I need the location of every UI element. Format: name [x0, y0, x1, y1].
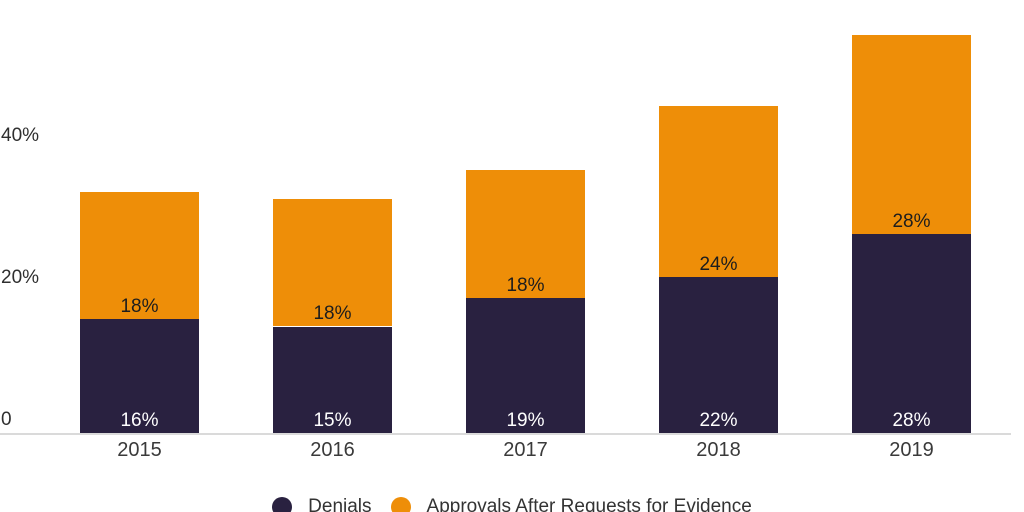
bar-segment-approvals-2015: 18%: [80, 191, 199, 320]
segment-value-label: 18%: [506, 275, 545, 297]
x-tick-label-2017: 2017: [503, 439, 548, 461]
segment-value-label: 18%: [313, 303, 352, 325]
segment-value-label: 24%: [699, 253, 738, 275]
legend-marker-approvals-circle: [390, 497, 411, 512]
y-tick-label: 0: [1, 409, 12, 430]
bar-segment-approvals-2016: 18%: [273, 198, 392, 327]
bar-segment-approvals-2018: 24%: [659, 106, 778, 277]
bar-segment-denials-2015: 16%: [80, 319, 199, 433]
chart-legend: Denials Approvals After Requests for Evi…: [0, 495, 1024, 512]
segment-value-label: 19%: [506, 409, 545, 431]
x-tick-label-2015: 2015: [117, 439, 162, 461]
y-tick-label: 40%: [1, 125, 40, 146]
segment-value-label: 28%: [892, 211, 931, 233]
bar-segment-approvals-2019: 28%: [852, 35, 971, 235]
segment-value-label: 28%: [892, 409, 931, 431]
bar-segment-denials-2018: 22%: [659, 276, 778, 433]
bar-segment-denials-2019: 28%: [852, 234, 971, 433]
bar-segment-denials-2017: 19%: [466, 298, 585, 433]
bar-segment-approvals-2017: 18%: [466, 170, 585, 299]
x-tick-label-2016: 2016: [310, 439, 355, 461]
legend-label-approvals: Approvals After Requests for Evidence: [426, 496, 752, 512]
x-tick-label-2019: 2019: [889, 439, 934, 461]
segment-value-label: 15%: [313, 410, 352, 431]
legend-item-denials: Denials: [272, 495, 372, 512]
legend-label-denials: Denials: [308, 496, 372, 512]
bar-segment-denials-2016: 15%: [273, 326, 392, 433]
legend-item-approvals: Approvals After Requests for Evidence: [390, 495, 752, 512]
y-tick-label: 20%: [1, 267, 40, 288]
segment-value-label: 18%: [120, 296, 159, 318]
segment-value-label: 16%: [120, 409, 159, 431]
segment-value-label: 22%: [699, 409, 738, 431]
x-axis-line: [0, 433, 1011, 435]
legend-marker-denials-circle: [272, 497, 293, 512]
x-tick-label-2018: 2018: [696, 439, 741, 461]
